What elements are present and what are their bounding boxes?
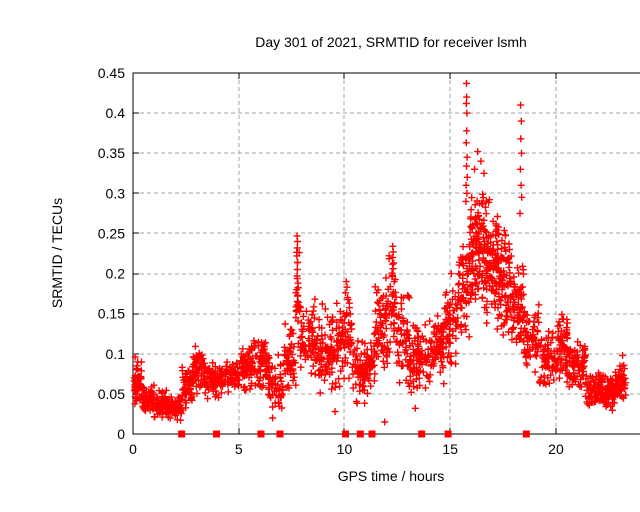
y-tick-labels: 0 0.05 0.1 0.15 0.2 0.25 0.3 0.35 0.4 0.45 bbox=[98, 65, 125, 442]
svg-text:0.35: 0.35 bbox=[98, 145, 125, 161]
plot-border bbox=[132, 72, 640, 435]
svg-text:0.3: 0.3 bbox=[106, 185, 126, 201]
svg-text:20: 20 bbox=[548, 441, 564, 457]
svg-text:5: 5 bbox=[235, 441, 243, 457]
svg-text:0: 0 bbox=[117, 426, 125, 442]
svg-text:0.25: 0.25 bbox=[98, 225, 125, 241]
svg-text:15: 15 bbox=[442, 441, 458, 457]
x-axis-label: GPS time / hours bbox=[337, 468, 445, 484]
svg-text:0.05: 0.05 bbox=[98, 386, 125, 402]
svg-text:0.15: 0.15 bbox=[98, 306, 125, 322]
scatter-points bbox=[130, 79, 630, 426]
svg-text:0.1: 0.1 bbox=[106, 346, 126, 362]
plot-canvas: 0 5 10 15 20 0 0.05 0.1 0.15 0.2 0.25 0.3 0.35 0.4 0.4… bbox=[98, 65, 640, 457]
svg-text:10: 10 bbox=[337, 441, 353, 457]
svg-text:0.45: 0.45 bbox=[98, 65, 125, 81]
svg-text:0.2: 0.2 bbox=[106, 266, 126, 282]
x-tick-labels: 0 5 10 15 20 bbox=[129, 441, 564, 457]
srmtid-scatter-plot: 0 5 10 15 20 0 0.05 0.1 0.15 0.2 0.25 0.3 0.35 0.4 0.4… bbox=[40, 16, 640, 496]
y-axis-label: SRMTID / TECUs bbox=[49, 197, 65, 309]
chart-title: Day 301 of 2021, SRMTID for receiver lsm… bbox=[255, 34, 527, 50]
svg-text:0.4: 0.4 bbox=[106, 105, 126, 121]
baseline-square-markers bbox=[178, 430, 530, 438]
svg-text:0: 0 bbox=[129, 441, 137, 457]
